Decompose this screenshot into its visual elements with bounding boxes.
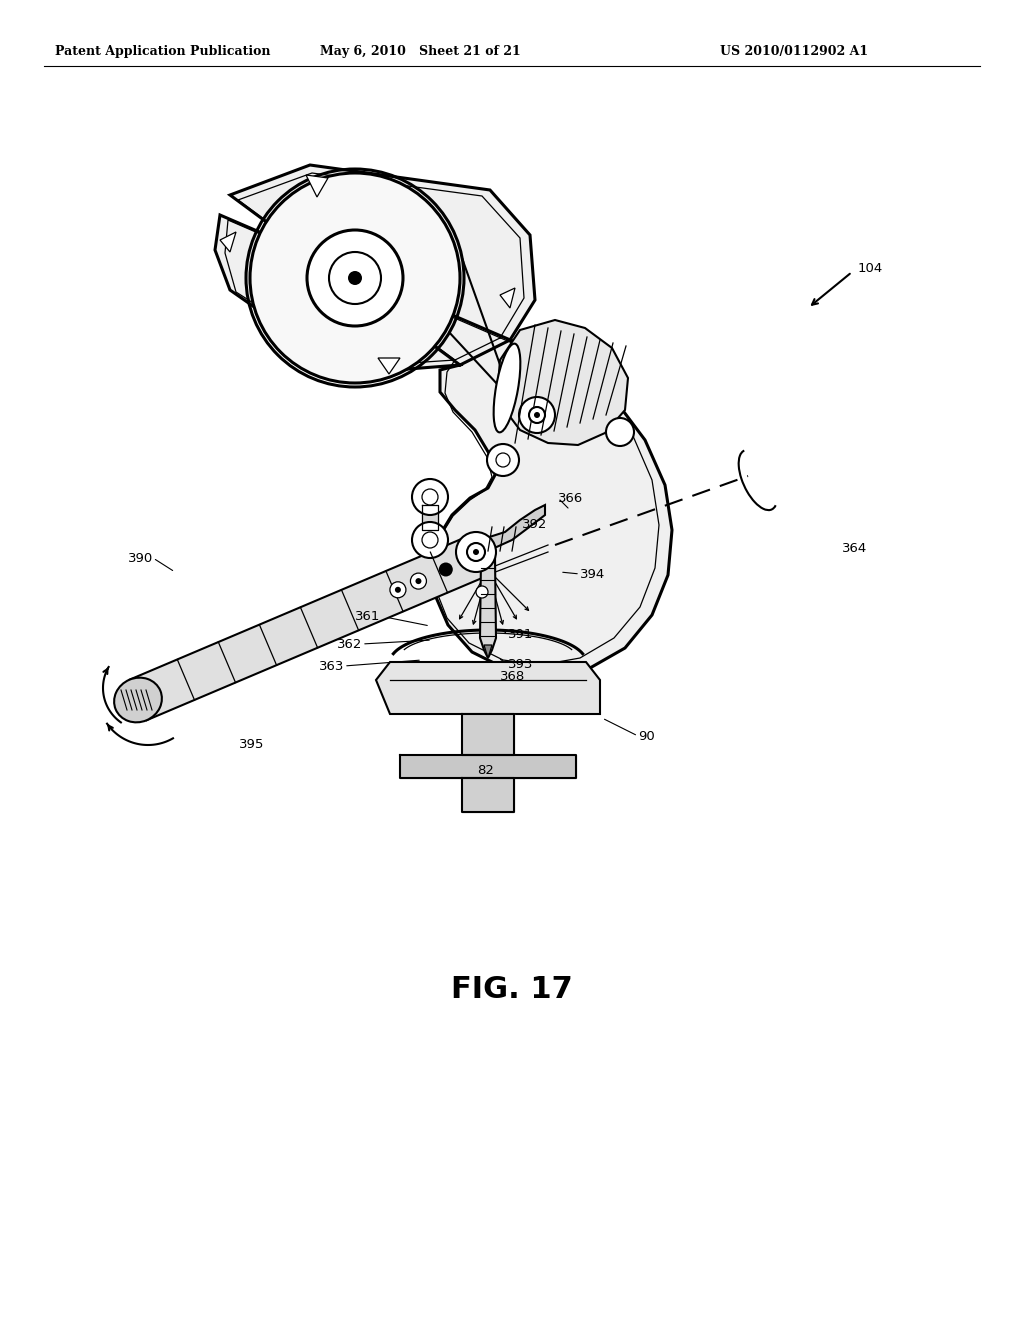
Circle shape [422,488,438,506]
Text: 364: 364 [842,541,867,554]
Polygon shape [306,176,328,197]
Circle shape [496,453,510,467]
Text: 395: 395 [240,738,264,751]
Circle shape [439,562,453,577]
Circle shape [534,412,540,418]
Text: 390: 390 [128,552,153,565]
Text: 361: 361 [354,610,380,623]
Text: 368: 368 [500,669,525,682]
Text: FIG. 17: FIG. 17 [452,975,572,1005]
Circle shape [467,543,485,561]
Circle shape [412,479,449,515]
Text: Patent Application Publication: Patent Application Publication [55,45,270,58]
Text: 104: 104 [858,261,884,275]
Polygon shape [462,714,514,755]
Circle shape [473,549,479,554]
Circle shape [250,173,460,383]
Text: US 2010/0112902 A1: US 2010/0112902 A1 [720,45,868,58]
Text: 362: 362 [337,638,362,651]
Polygon shape [498,319,628,445]
Polygon shape [462,777,514,812]
Circle shape [307,230,403,326]
Circle shape [416,578,422,583]
Circle shape [348,271,362,285]
Polygon shape [484,645,492,657]
Ellipse shape [494,343,520,433]
Text: 391: 391 [508,627,534,640]
Text: 90: 90 [638,730,654,742]
Text: 363: 363 [318,660,344,672]
Polygon shape [422,506,438,531]
Text: May 6, 2010   Sheet 21 of 21: May 6, 2010 Sheet 21 of 21 [319,45,520,58]
Polygon shape [215,165,672,675]
Polygon shape [129,535,488,721]
Polygon shape [500,288,515,308]
Circle shape [390,582,406,598]
Polygon shape [220,232,236,252]
Text: 82: 82 [477,763,495,776]
Text: 393: 393 [508,657,534,671]
Polygon shape [400,755,575,777]
Circle shape [412,521,449,558]
Circle shape [422,532,438,548]
Polygon shape [376,663,600,714]
Circle shape [395,587,401,593]
Circle shape [329,252,381,304]
Ellipse shape [114,677,162,722]
Circle shape [487,444,519,477]
Circle shape [476,586,488,598]
Circle shape [529,407,545,422]
Circle shape [606,418,634,446]
Text: 366: 366 [558,491,584,504]
Circle shape [456,532,496,572]
Circle shape [519,397,555,433]
Text: 394: 394 [580,568,605,581]
Polygon shape [378,358,400,374]
Circle shape [411,573,426,589]
Polygon shape [480,558,496,657]
Polygon shape [480,506,545,550]
Text: 392: 392 [522,517,548,531]
